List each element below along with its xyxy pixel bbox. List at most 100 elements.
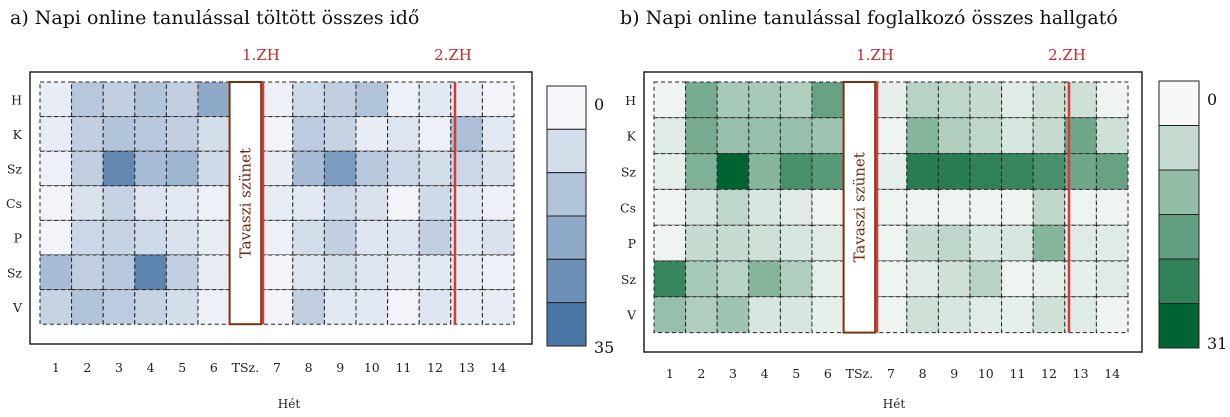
heatmap-cell bbox=[653, 81, 687, 119]
colorbar-band bbox=[1158, 258, 1200, 304]
heatmap-cell bbox=[937, 296, 971, 334]
heatmap-cell bbox=[716, 117, 750, 155]
heatmap-cell bbox=[653, 153, 687, 190]
heatmap-cell bbox=[418, 289, 452, 325]
heatmap-cell bbox=[355, 150, 389, 187]
heatmap-cell bbox=[685, 224, 718, 262]
heatmap-cell bbox=[71, 254, 104, 291]
heatmap-cell bbox=[937, 188, 971, 226]
spring-break-box bbox=[842, 81, 877, 334]
heatmap-cell bbox=[1001, 296, 1034, 334]
heatmap-cell bbox=[292, 219, 325, 256]
heatmap-cell bbox=[811, 224, 845, 262]
y-tick-label: P bbox=[14, 231, 22, 246]
heatmap-cell bbox=[937, 81, 971, 119]
heatmap-cell bbox=[39, 289, 73, 325]
heatmap-cell bbox=[71, 150, 104, 187]
heatmap-cell bbox=[165, 81, 199, 118]
heatmap-cell bbox=[685, 153, 718, 190]
colorbar-band bbox=[1158, 303, 1200, 349]
heatmap-cell bbox=[197, 254, 231, 291]
colorbar-band bbox=[546, 215, 587, 260]
heatmap-cell bbox=[1032, 117, 1066, 155]
heatmap-cell bbox=[1001, 153, 1034, 190]
x-tick-label: 9 bbox=[336, 360, 344, 375]
heatmap-cell bbox=[387, 219, 420, 256]
heatmap-cell bbox=[653, 117, 687, 155]
x-tick-label: 7 bbox=[273, 360, 281, 375]
heatmap-cell bbox=[260, 289, 294, 325]
heatmap-cell bbox=[418, 81, 452, 118]
heatmap-cell bbox=[748, 81, 781, 119]
colorbar-band bbox=[1158, 80, 1200, 126]
heatmap-cell bbox=[937, 224, 971, 262]
heatmap-cell bbox=[906, 296, 939, 334]
heatmap-cell bbox=[323, 116, 357, 152]
heatmap-cell bbox=[323, 254, 357, 291]
y-tick-label: Sz bbox=[621, 272, 637, 287]
x-tick-label: 8 bbox=[305, 360, 313, 375]
heatmap-cell bbox=[292, 81, 325, 118]
heatmap-cell bbox=[874, 260, 908, 298]
spring-break-label: Tavaszi szünet bbox=[236, 148, 254, 258]
heatmap-cell bbox=[779, 296, 813, 334]
heatmap-cell bbox=[1032, 296, 1066, 334]
heatmap-cell bbox=[134, 289, 167, 325]
heatmap-cell bbox=[1095, 224, 1129, 262]
colorbar-band bbox=[546, 302, 587, 347]
heatmap-cell bbox=[39, 185, 73, 221]
heatmap-cell bbox=[418, 185, 452, 221]
y-tick-label: V bbox=[12, 300, 23, 315]
x-tick-label: 2 bbox=[697, 366, 705, 381]
x-tick-label: 1 bbox=[666, 366, 674, 381]
colorbar-band bbox=[546, 128, 587, 174]
heatmap-cell bbox=[323, 219, 357, 256]
x-tick-label: 4 bbox=[147, 360, 155, 375]
heatmap-cell bbox=[102, 81, 136, 118]
heatmap-cell bbox=[937, 117, 971, 155]
heatmap-cell bbox=[165, 219, 199, 256]
y-tick-label: K bbox=[627, 129, 637, 144]
x-tick-label: 11 bbox=[395, 360, 411, 375]
heatmap-cell bbox=[969, 81, 1003, 119]
heatmap-cell bbox=[197, 150, 231, 187]
heatmap-cell bbox=[197, 219, 231, 256]
heatmap-cell bbox=[906, 260, 939, 298]
x-tick-label: 1 bbox=[52, 360, 60, 375]
heatmap-cell bbox=[1001, 188, 1034, 226]
heatmap-cell bbox=[1032, 153, 1066, 190]
x-tick-label: 4 bbox=[761, 366, 769, 381]
x-tick-label: 14 bbox=[490, 360, 506, 375]
colorbar-min-label: 0 bbox=[594, 95, 604, 114]
heatmap-cell bbox=[1095, 117, 1129, 155]
heatmap-cell bbox=[685, 260, 718, 298]
heatmap-cell bbox=[387, 116, 420, 152]
heatmap-cell bbox=[134, 219, 167, 256]
heatmap-cell bbox=[481, 185, 515, 221]
heatmap-cell bbox=[39, 116, 73, 152]
heatmap-cell bbox=[165, 116, 199, 152]
heatmap-cell bbox=[134, 185, 167, 221]
heatmap-cell bbox=[292, 254, 325, 291]
heatmap-cell bbox=[387, 81, 420, 118]
heatmap-cell bbox=[481, 289, 515, 325]
heatmap-cell bbox=[811, 153, 845, 190]
heatmap-cell bbox=[260, 254, 294, 291]
heatmap-cell bbox=[685, 117, 718, 155]
heatmap-cell bbox=[71, 289, 104, 325]
heatmap-cell bbox=[292, 150, 325, 187]
heatmap-cell bbox=[937, 153, 971, 190]
heatmap-cell bbox=[355, 219, 389, 256]
heatmap-cell bbox=[355, 81, 389, 118]
heatmap-cell bbox=[748, 117, 781, 155]
y-tick-label: Sz bbox=[621, 165, 637, 180]
y-tick-label: H bbox=[625, 93, 636, 108]
heatmap-cell bbox=[102, 185, 136, 221]
heatmap-cell bbox=[134, 116, 167, 152]
heatmap-cell bbox=[102, 254, 136, 291]
heatmap-cell bbox=[418, 116, 452, 152]
heatmap-cell bbox=[71, 81, 104, 118]
chart-title: b) Napi online tanulással foglalkozó öss… bbox=[620, 7, 1118, 29]
heatmap-cell bbox=[1095, 296, 1129, 334]
